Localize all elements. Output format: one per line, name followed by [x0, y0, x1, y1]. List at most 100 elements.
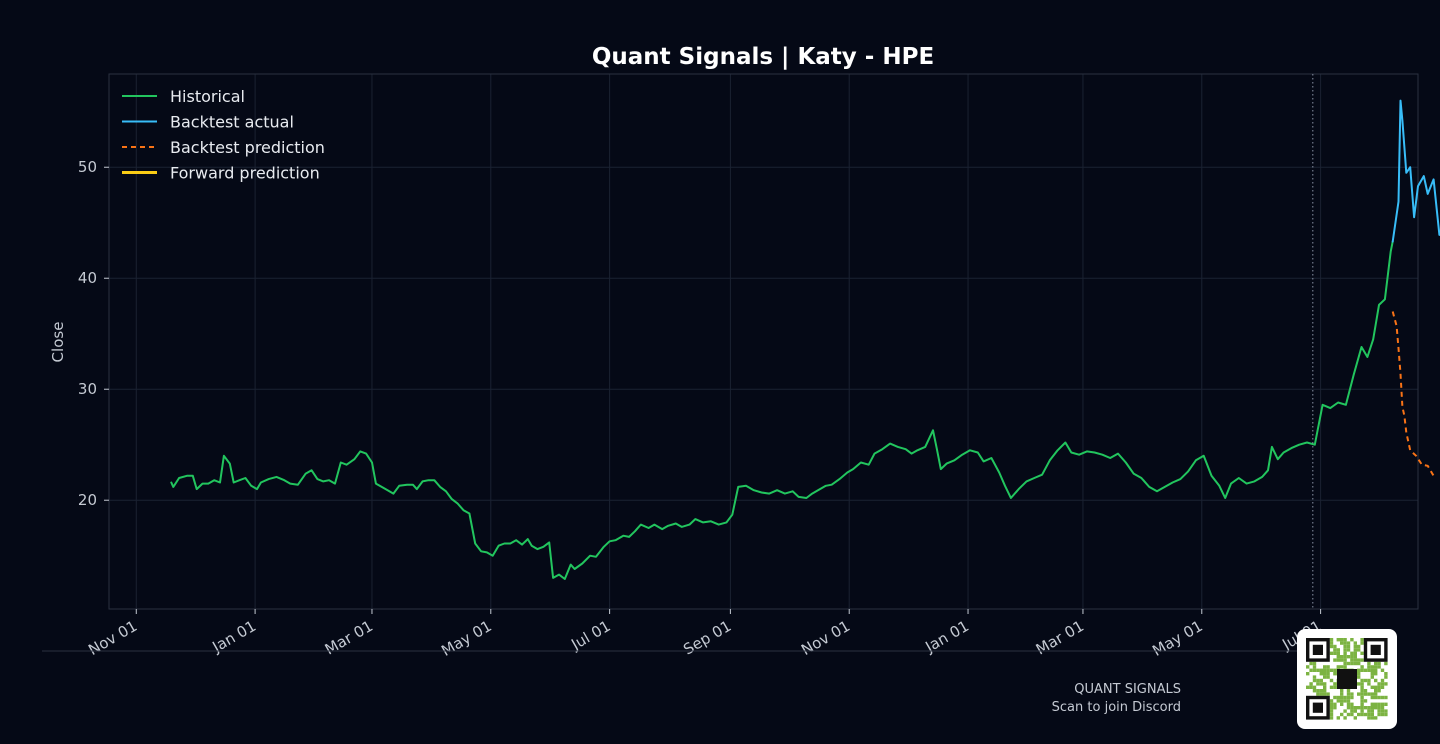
qr-module — [1340, 655, 1344, 659]
qr-module — [1319, 678, 1323, 683]
qr-module — [1350, 638, 1354, 642]
qr-module — [1316, 692, 1320, 696]
qr-module — [1380, 668, 1385, 672]
qr-module — [1316, 678, 1320, 683]
qr-module — [1357, 661, 1361, 666]
qr-module — [1370, 672, 1374, 676]
qr-module — [1357, 672, 1361, 676]
x-tick-label: Jul 01 — [567, 617, 613, 654]
qr-module — [1346, 641, 1351, 645]
qr-module — [1374, 678, 1378, 683]
qr-module — [1319, 672, 1323, 676]
legend: Historical Backtest actual Backtest predic… — [122, 87, 325, 183]
qr-module — [1346, 695, 1351, 700]
qr-module — [1384, 712, 1388, 717]
legend-label: Backtest prediction — [170, 138, 325, 157]
qr-module — [1312, 668, 1317, 672]
qr-module — [1353, 641, 1357, 645]
qr-module — [1346, 655, 1351, 659]
qr-module — [1353, 709, 1357, 713]
qr-module — [1367, 706, 1371, 710]
qr-module — [1329, 641, 1334, 645]
qr-module — [1350, 661, 1354, 666]
qr-module — [1336, 699, 1340, 703]
qr-module — [1360, 689, 1364, 693]
qr-module — [1319, 682, 1323, 686]
qr-module — [1329, 699, 1334, 703]
qr-module — [1312, 675, 1317, 679]
y-tick-label: 50 — [78, 158, 97, 176]
qr-module — [1384, 672, 1388, 676]
qr-module — [1367, 668, 1371, 672]
qr-module — [1329, 685, 1334, 689]
qr-code-graphic — [1306, 638, 1388, 720]
qr-module — [1377, 665, 1381, 669]
qr-module — [1350, 709, 1354, 713]
qr-module — [1346, 692, 1351, 696]
qr-module — [1374, 685, 1378, 689]
qr-module — [1312, 678, 1317, 683]
qr-module — [1319, 689, 1323, 693]
series-line-historical — [170, 240, 1394, 580]
qr-module — [1360, 658, 1364, 662]
qr-module — [1360, 641, 1364, 645]
qr-module — [1370, 709, 1374, 713]
qr-module — [1309, 685, 1313, 689]
y-tick-label: 30 — [78, 380, 97, 398]
qr-module — [1377, 689, 1381, 693]
qr-module — [1370, 716, 1374, 720]
qr-module — [1350, 702, 1354, 706]
x-tick-label: Nov 01 — [798, 617, 853, 659]
qr-module — [1377, 685, 1381, 689]
qr-module — [1333, 682, 1337, 686]
qr-module — [1380, 685, 1385, 689]
footer-brand: QUANT SIGNALS — [1074, 682, 1181, 697]
qr-module — [1343, 641, 1347, 645]
qr-module — [1343, 651, 1347, 655]
qr-module — [1353, 644, 1357, 649]
y-axis: 20 30 40 50 — [78, 158, 109, 509]
qr-module — [1360, 685, 1364, 689]
qr-module — [1374, 695, 1378, 700]
qr-module — [1306, 672, 1310, 676]
qr-module — [1326, 692, 1330, 696]
qr-module — [1377, 661, 1381, 666]
qr-module — [1350, 695, 1354, 700]
qr-module — [1374, 716, 1378, 720]
qr-module — [1333, 702, 1337, 706]
plot-border — [108, 73, 1419, 610]
qr-module — [1357, 648, 1361, 652]
qr-module — [1360, 712, 1364, 717]
y-tick-label: 40 — [78, 269, 97, 287]
qr-module — [1367, 661, 1371, 666]
qr-module — [1374, 665, 1378, 669]
qr-module — [1360, 706, 1364, 710]
qr-module — [1380, 709, 1385, 713]
qr-module — [1323, 672, 1327, 676]
qr-module — [1350, 692, 1354, 696]
y-tick-label: 20 — [78, 491, 97, 509]
qr-module — [1343, 658, 1347, 662]
qr-module — [1367, 665, 1371, 669]
qr-module — [1360, 692, 1364, 696]
qr-module — [1353, 648, 1357, 652]
grid — [109, 74, 1418, 609]
qr-module — [1353, 655, 1357, 659]
qr-module — [1363, 668, 1368, 672]
qr-module — [1329, 716, 1334, 720]
qr-module — [1316, 689, 1320, 693]
qr-module — [1370, 692, 1374, 696]
qr-module — [1350, 651, 1354, 655]
qr-module — [1340, 641, 1344, 645]
qr-module — [1360, 699, 1364, 703]
x-tick-label: Sep 01 — [680, 617, 734, 659]
qr-module — [1346, 699, 1351, 703]
qr-module — [1384, 682, 1388, 686]
qr-module — [1370, 695, 1374, 700]
qr-module — [1374, 668, 1378, 672]
qr-module — [1384, 675, 1388, 679]
qr-module — [1333, 668, 1337, 672]
qr-code-icon[interactable] — [1297, 629, 1397, 729]
qr-module — [1350, 655, 1354, 659]
